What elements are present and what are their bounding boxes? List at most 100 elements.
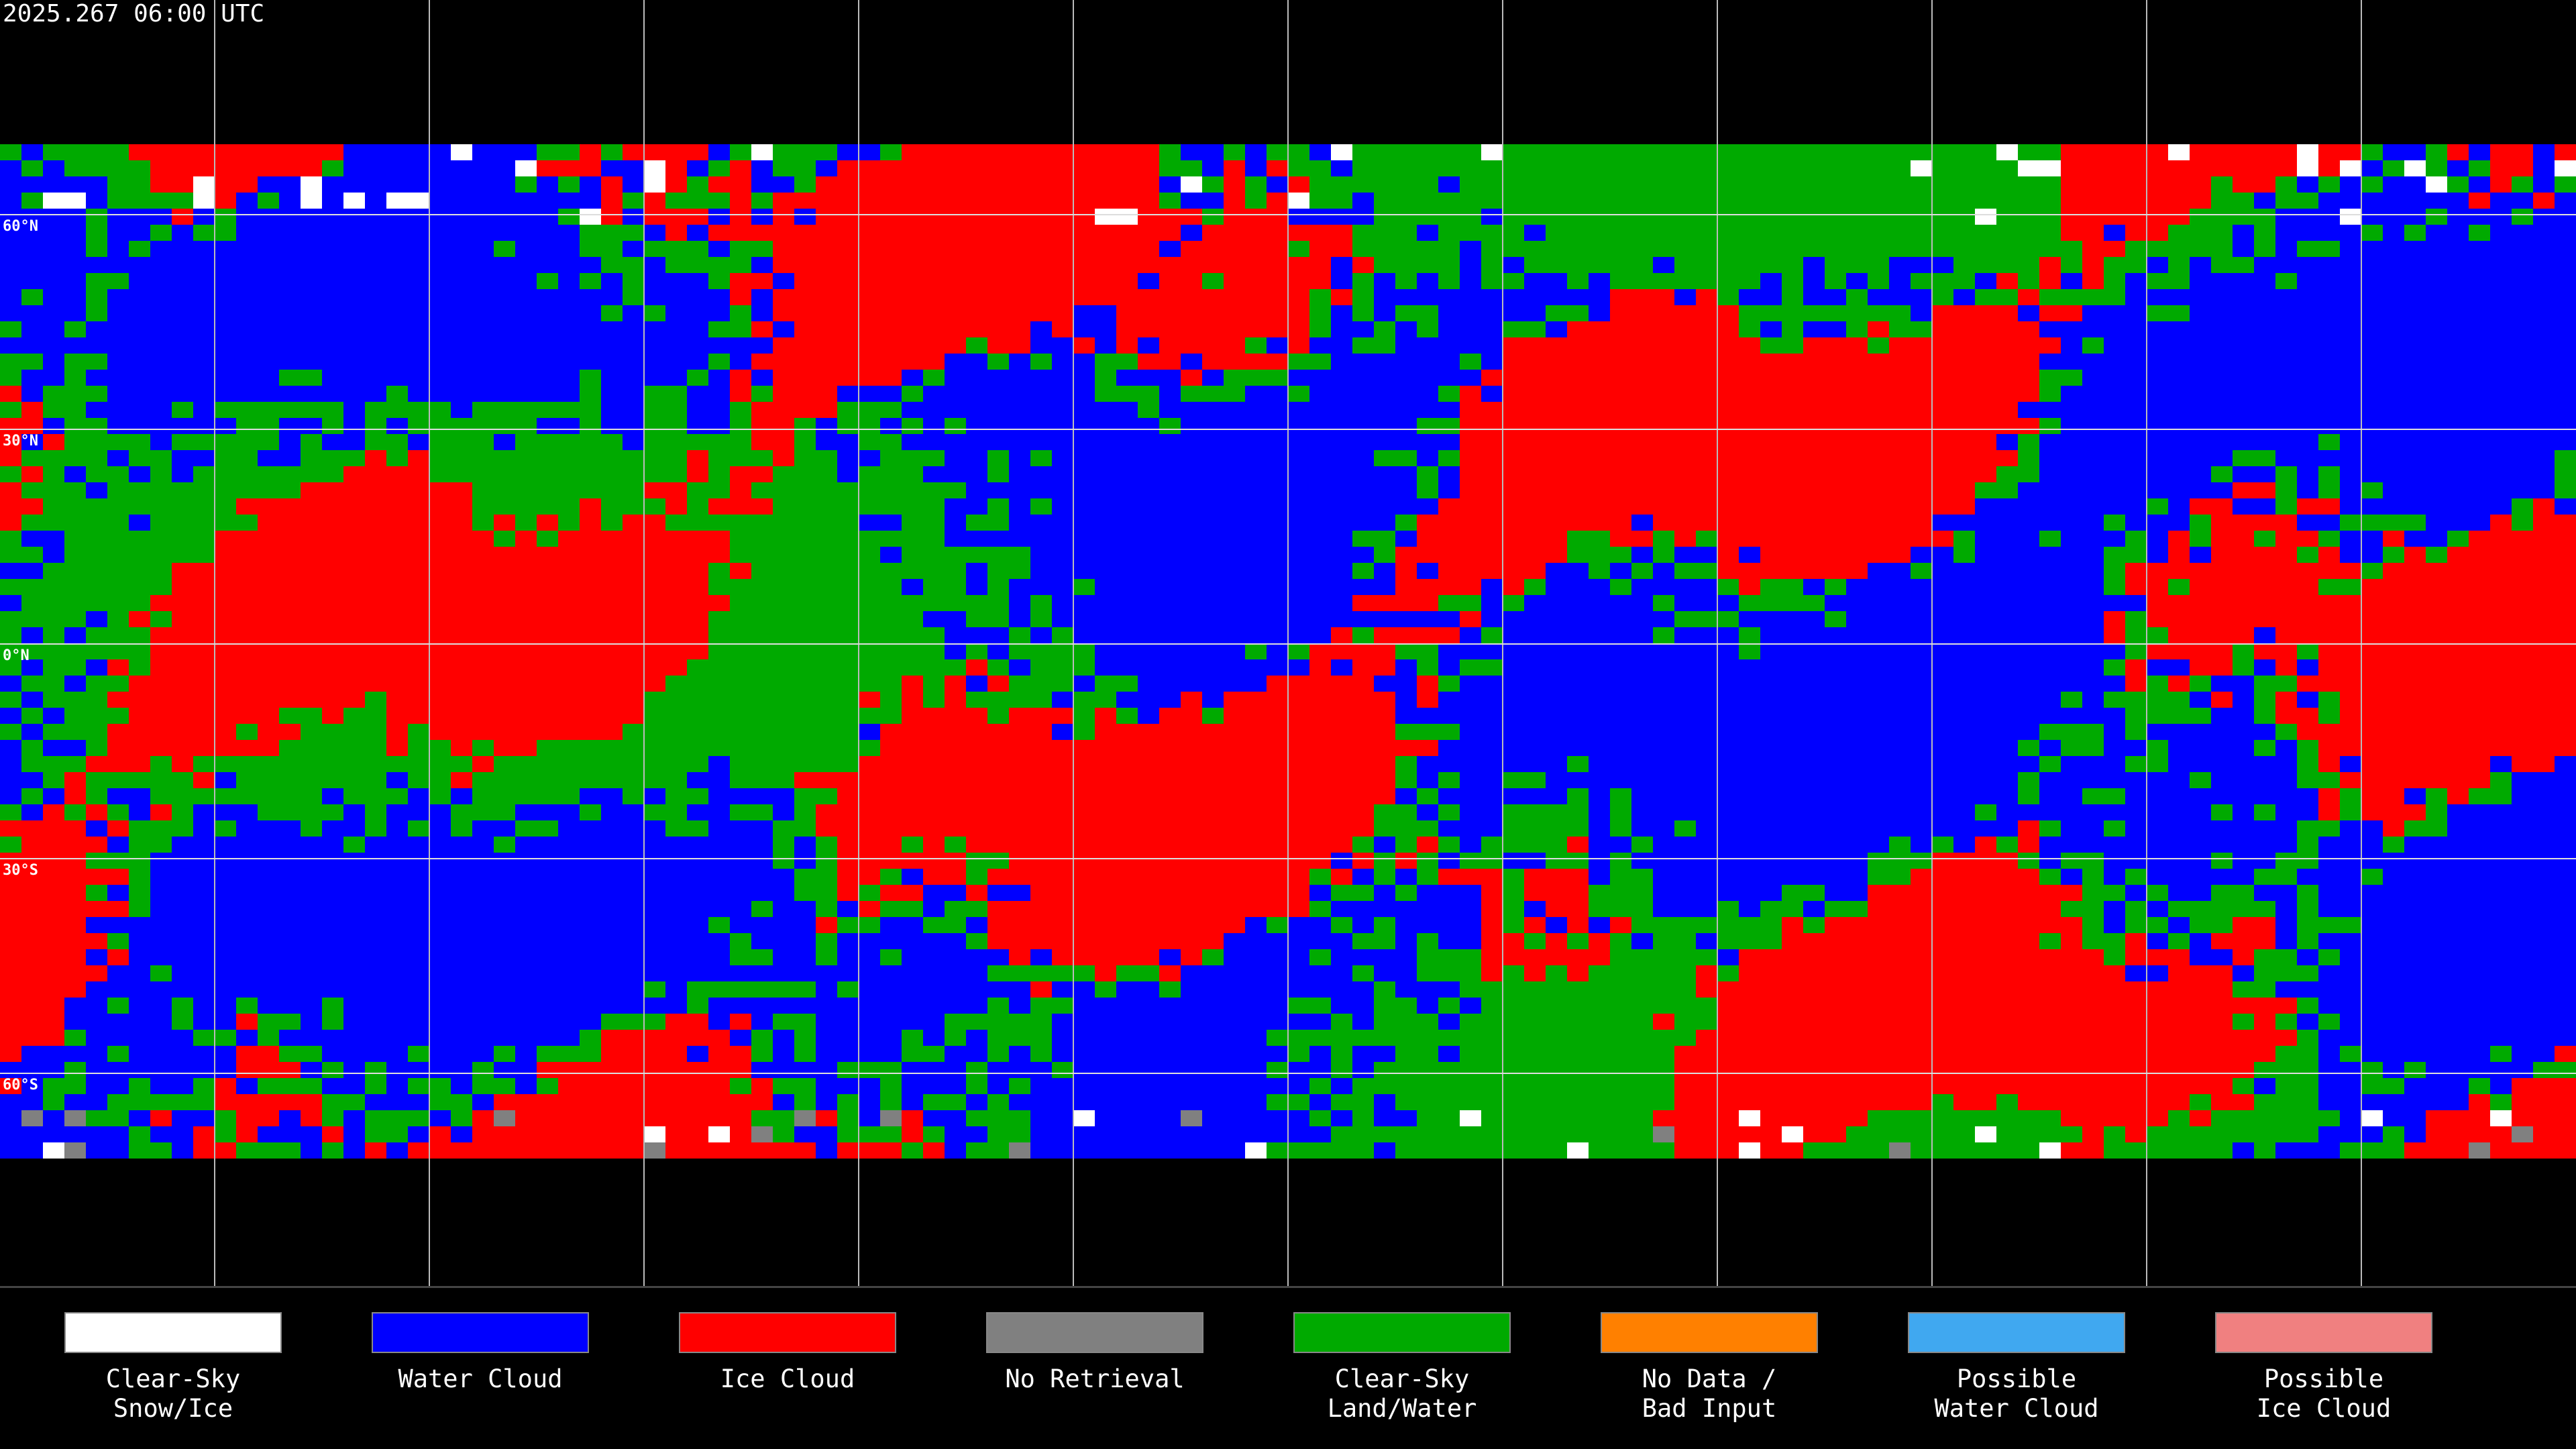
cloud-cell: [1481, 370, 1503, 386]
cloud-cell: [1009, 402, 1030, 418]
cloud-cell: [708, 531, 730, 547]
cloud-cell: [1138, 756, 1159, 772]
cloud-cell: [923, 418, 945, 434]
cloud-cell: [429, 692, 451, 708]
cloud-cell: [623, 241, 644, 257]
cloud-cell: [322, 450, 343, 466]
cloud-cell: [1889, 257, 1911, 273]
cloud-cell: [2297, 402, 2318, 418]
cloud-cell: [1739, 611, 1760, 627]
cloud-cell: [773, 273, 794, 289]
cloud-cell: [107, 627, 129, 643]
cloud-cell: [515, 450, 537, 466]
cloud-cell: [1224, 466, 1245, 482]
cloud-cell: [880, 257, 902, 273]
cloud-cell: [773, 724, 794, 740]
cloud-cell: [279, 337, 301, 354]
cloud-cell: [1717, 788, 1739, 804]
cloud-cell: [2061, 354, 2082, 370]
cloud-cell: [1868, 144, 1889, 160]
cloud-cell: [644, 595, 665, 611]
cloud-cell: [665, 659, 687, 676]
cloud-cell: [1760, 321, 1782, 337]
cloud-cell: [2061, 418, 2082, 434]
cloud-cell: [1782, 547, 1803, 563]
cloud-cell: [1095, 225, 1116, 241]
cloud-cell: [1825, 515, 1846, 531]
cloud-cell: [1030, 498, 1052, 515]
cloud-cell: [1438, 193, 1460, 209]
cloud-cell: [2512, 740, 2533, 756]
cloud-cell: [1481, 160, 1503, 176]
cloud-cell: [2233, 370, 2254, 386]
cloud-cell: [1138, 627, 1159, 643]
cloud-cell: [794, 482, 816, 498]
cloud-cell: [665, 144, 687, 160]
cloud-cell: [751, 756, 773, 772]
cloud-cell: [1181, 225, 1202, 241]
cloud-cell: [1889, 676, 1911, 692]
cloud-cell: [2039, 547, 2061, 563]
cloud-cell: [1352, 740, 1374, 756]
cloud-cell: [215, 354, 236, 370]
cloud-cell: [0, 643, 21, 659]
cloud-cell: [429, 547, 451, 563]
cloud-cell: [2447, 321, 2469, 337]
cloud-cell: [429, 498, 451, 515]
cloud-cell: [1052, 176, 1073, 193]
cloud-cell: [172, 273, 193, 289]
cloud-cell: [1438, 676, 1460, 692]
cloud-cell: [1009, 193, 1030, 209]
cloud-cell: [129, 563, 150, 579]
cloud-cell: [816, 772, 837, 788]
cloud-cell: [2512, 257, 2533, 273]
cloud-cell: [1460, 659, 1481, 676]
cloud-cell: [2168, 579, 2190, 595]
cloud-cell: [451, 466, 472, 482]
cloud-cell: [730, 160, 751, 176]
cloud-cell: [1052, 756, 1073, 772]
cloud-cell: [623, 531, 644, 547]
cloud-cell: [494, 563, 515, 579]
cloud-cell: [2426, 402, 2447, 418]
cloud-cell: [322, 804, 343, 820]
cloud-cell: [1996, 402, 2018, 418]
cloud-cell: [1224, 402, 1245, 418]
cloud-cell: [129, 402, 150, 418]
cloud-cell: [945, 740, 966, 756]
cloud-cell: [1825, 241, 1846, 257]
cloud-cell: [2469, 724, 2490, 740]
cloud-cell: [301, 144, 322, 160]
cloud-cell: [2275, 482, 2297, 498]
cloud-cell: [1460, 772, 1481, 788]
cloud-cell: [408, 241, 429, 257]
cloud-cell: [1975, 144, 1996, 160]
cloud-cell: [580, 579, 601, 595]
cloud-cell: [515, 273, 537, 289]
cloud-cell: [2404, 611, 2426, 627]
cloud-cell: [2018, 386, 2039, 402]
cloud-cell: [386, 724, 408, 740]
cloud-cell: [1996, 176, 2018, 193]
cloud-cell: [2104, 756, 2125, 772]
cloud-cell: [150, 370, 172, 386]
cloud-cell: [129, 193, 150, 209]
cloud-cell: [1224, 579, 1245, 595]
cloud-cell: [2061, 241, 2082, 257]
cloud-cell: [1674, 257, 1696, 273]
cloud-cell: [1996, 337, 2018, 354]
cloud-cell: [107, 305, 129, 321]
cloud-cell: [86, 434, 107, 450]
cloud-cell: [623, 724, 644, 740]
cloud-cell: [1868, 531, 1889, 547]
cloud-cell: [2082, 466, 2104, 482]
cloud-cell: [322, 176, 343, 193]
cloud-cell: [107, 160, 129, 176]
cloud-cell: [1052, 498, 1073, 515]
cloud-cell: [408, 402, 429, 418]
cloud-cell: [2147, 289, 2168, 305]
cloud-cell: [2211, 466, 2233, 482]
cloud-cell: [1589, 547, 1610, 563]
cloud-cell: [687, 627, 708, 643]
cloud-cell: [2147, 531, 2168, 547]
